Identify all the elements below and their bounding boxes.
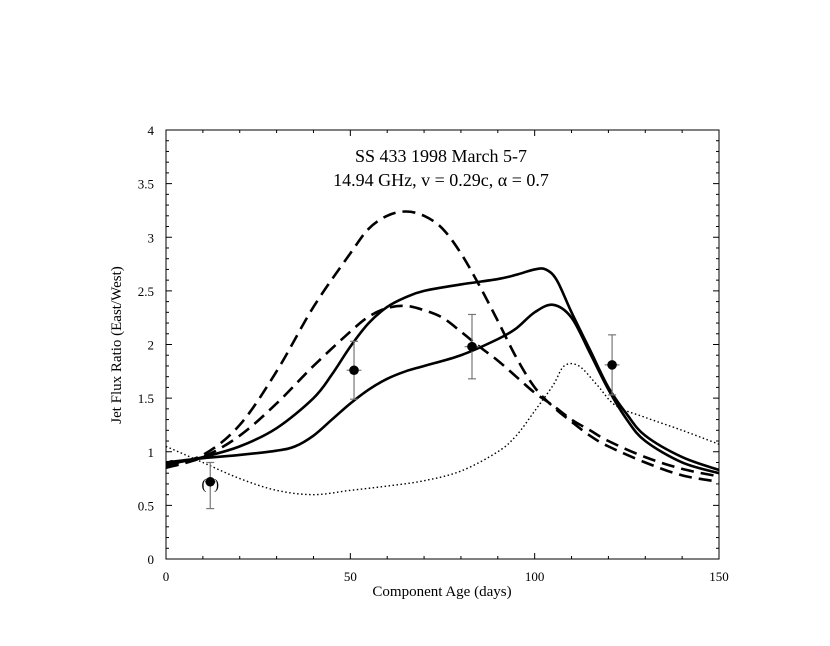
series-line-dashed-lower [165,304,720,478]
y-axis-title: Jet Flux Ratio (East/West) [109,266,125,424]
x-tick-label: 100 [525,569,545,584]
chart-subtitle: 14.94 GHz, v = 0.29c, α = 0.7 [333,170,549,190]
y-tick-label: 2.5 [138,284,154,299]
x-tick-label: 150 [709,569,729,584]
plot-frame [165,129,720,560]
series-line-dotted [165,362,720,496]
series-line-solid-upper [165,267,720,472]
data-point [467,341,477,352]
y-tick-label: 3.5 [138,177,154,192]
edge-data-point [168,460,176,468]
data-point [607,360,617,370]
curves [165,210,720,496]
y-tick-label: 2 [148,338,155,353]
data-point [349,365,359,376]
series-line-dashed-upper [165,210,720,484]
data-points: ( ) [168,313,620,510]
x-tick-label: 50 [344,569,357,584]
y-tick-label: 3 [148,230,155,245]
data-point [205,476,216,487]
axis-ticks: 0 50 100 150 0 0.5 1 1.5 2 2.5 3 3.5 4 [138,123,729,584]
y-tick-label: 0.5 [138,498,154,513]
y-tick-label: 4 [148,123,155,138]
data-point-label: ( ) [201,477,219,493]
y-tick-label: 1 [148,445,155,460]
y-tick-label: 1.5 [138,391,154,406]
chart-title: SS 433 1998 March 5-7 [355,146,527,166]
x-axis-title: Component Age (days) [372,584,511,600]
series-line-solid-lower [165,303,720,475]
y-tick-label: 0 [148,552,155,567]
x-tick-label: 0 [163,569,170,584]
